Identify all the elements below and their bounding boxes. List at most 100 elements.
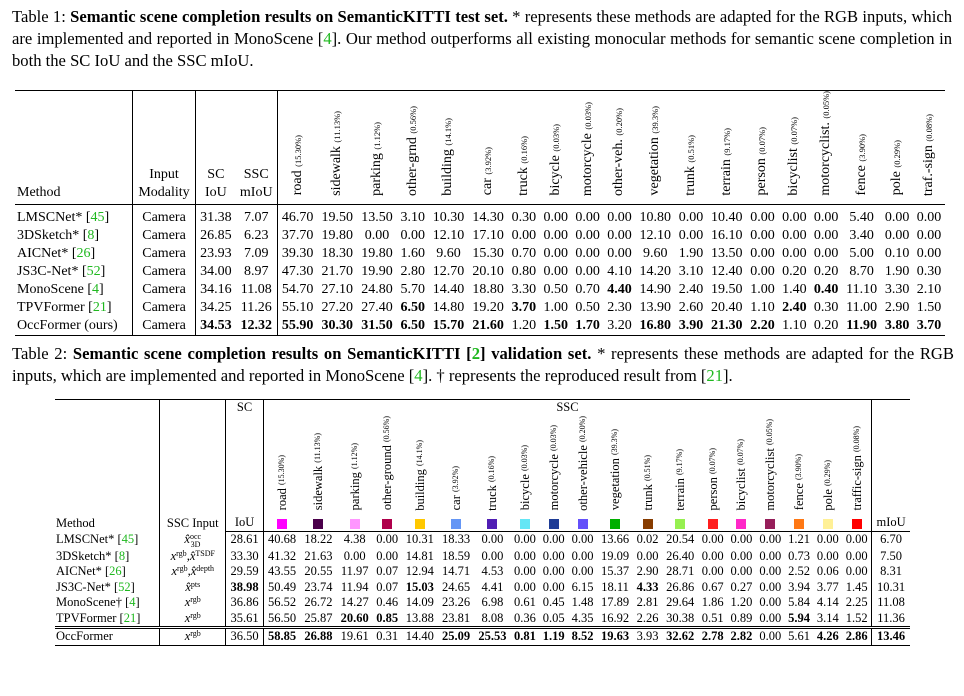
value-cell: 0.00: [607, 245, 632, 261]
text-segment: ]: [99, 281, 104, 297]
text-segment: Table 1:: [12, 7, 71, 26]
value-cell: 28.61: [225, 531, 264, 549]
class-name: terrain: [673, 477, 688, 511]
text-segment: Semantic scene completion results on Sem…: [72, 344, 472, 363]
value-cell: 12.70: [432, 263, 465, 279]
value-cell: 16.92: [601, 610, 630, 625]
value-cell: 55.90: [281, 317, 314, 333]
rotated-label: road (15.30%): [289, 135, 305, 196]
value-cell: 0.00: [916, 209, 942, 225]
text-segment: 8: [87, 227, 95, 243]
value-cell: 3.20: [607, 317, 632, 333]
value-cell: 0.10: [884, 245, 910, 261]
class-name: parking: [347, 472, 362, 511]
class-color-swatch: [349, 519, 360, 529]
value-cell: 7.50: [871, 548, 910, 565]
value-cell: 4.10: [607, 263, 632, 279]
header-line: mIoU: [239, 184, 273, 200]
table-body: LMSCNet* [45] Camera 31.38 7.07 46.70 19.50 13…: [15, 204, 945, 336]
table-row: OccFormer x rgb 36.50 58.85 26.88 19.61 0.31 14.…: [55, 626, 910, 646]
method-cell: TPVFormer [21]: [15, 298, 134, 317]
class-frequency: (39.3%): [650, 106, 661, 134]
text-segment: 4: [323, 29, 332, 48]
class-name: road: [289, 170, 305, 196]
class-color-swatch: [822, 519, 833, 529]
class-frequency: (0.08%): [851, 425, 861, 452]
value-cell: 0.00: [750, 209, 775, 225]
value-cell: 15.30: [472, 245, 504, 261]
class-frequency: (1.12%): [371, 121, 382, 150]
class-name: traffic-sign: [849, 455, 864, 511]
class-header: pole (0.29%): [813, 415, 843, 532]
value-cell: 29.64: [666, 595, 695, 610]
text-segment: 26: [76, 245, 91, 261]
table-2-caption: Table 2: Semantic scene completion resul…: [12, 343, 954, 387]
text-segment: OccFormer (ours): [17, 317, 118, 333]
value-cell: 21.63: [304, 548, 333, 563]
group-header: SC: [225, 399, 264, 416]
class-header: bicyclist (0.07%): [778, 90, 811, 205]
column-header: IoU: [225, 415, 264, 532]
class-name: trunk: [640, 484, 655, 511]
value-cell: 23.93: [200, 245, 232, 261]
rotated-label: trunk (0.51%): [641, 455, 655, 511]
value-cell: 11.26: [235, 298, 278, 317]
value-cell: 14.40: [432, 281, 465, 297]
value-cell: 0.00: [759, 564, 782, 579]
value-cell: 2.78: [698, 626, 728, 646]
column-header: mIoU: [871, 415, 910, 532]
class-color-swatch: [707, 519, 718, 529]
rotated-label: car (3.92%): [449, 466, 463, 510]
column-header: Method: [15, 90, 134, 205]
value-cell: 0.00: [730, 532, 753, 547]
value-cell: 11.36: [871, 610, 910, 628]
class-header: trunk (0.51%): [675, 90, 707, 205]
value-cell: 27.20: [321, 299, 354, 315]
value-cell: 17.89: [601, 595, 630, 610]
value-cell: 11.00: [846, 299, 878, 315]
header-line: SC: [207, 166, 225, 182]
value-cell: 8.70: [849, 263, 874, 279]
class-frequency: (11.13%): [332, 110, 343, 143]
superscript: occ: [189, 531, 202, 541]
class-color-swatch: [382, 519, 393, 529]
table-header: Method SSC Input SC SSC IoU road (15.30%) side…: [55, 399, 910, 532]
value-cell: 0.00: [514, 564, 536, 579]
value-cell: 0.00: [575, 263, 600, 279]
value-cell: 19.61: [336, 626, 373, 646]
value-cell: 3.80: [884, 317, 910, 333]
value-cell: 0.00: [813, 209, 839, 225]
method-cell: MonoScene [4]: [15, 280, 134, 299]
input-cell: Camera: [132, 316, 196, 336]
class-name: other-grnd: [404, 136, 420, 196]
class-header: fence (3.90%): [842, 90, 882, 205]
value-cell: 0.00: [759, 532, 782, 547]
value-cell: 5.00: [849, 245, 874, 261]
class-frequency: (0.56%): [382, 416, 392, 443]
value-cell: 7.07: [235, 204, 278, 227]
class-name: car: [480, 178, 496, 196]
value-cell: 7.09: [235, 244, 278, 263]
class-frequency: (0.03%): [582, 101, 593, 130]
class-header: other-vehicle (0.20%): [568, 415, 597, 532]
value-cell: 0.00: [750, 263, 775, 279]
table-row: TPVFormer [21] x rgb 35.61 56.50 25.87 20.60 0.…: [55, 610, 910, 628]
class-name: other-ground: [380, 445, 395, 511]
value-cell: 0.06: [816, 564, 839, 579]
text-segment: ,x̂: [187, 564, 197, 579]
class-header: motorcyclist (0.05%): [755, 415, 785, 532]
input-cell: Camera: [132, 226, 196, 245]
value-cell: 30.30: [321, 317, 354, 333]
value-cell: 29.59: [225, 564, 264, 580]
value-cell: 11.10: [846, 281, 878, 297]
table-row: JS3C-Net* [52] Camera 34.00 8.97 47.30 21.70 1…: [15, 262, 945, 281]
text-segment: 3DSketch* [: [56, 548, 119, 563]
value-cell: 0.02: [636, 532, 659, 547]
text-segment: OccFormer: [56, 629, 113, 644]
class-header: traffic-sign (0.08%): [842, 415, 872, 532]
value-cell: 0.00: [916, 227, 942, 243]
rotated-label: terrain (9.17%): [719, 128, 734, 196]
class-header: bicycle (0.03%): [539, 90, 572, 205]
value-cell: 18.11: [601, 579, 629, 594]
class-header: road (15.30%): [277, 90, 318, 205]
